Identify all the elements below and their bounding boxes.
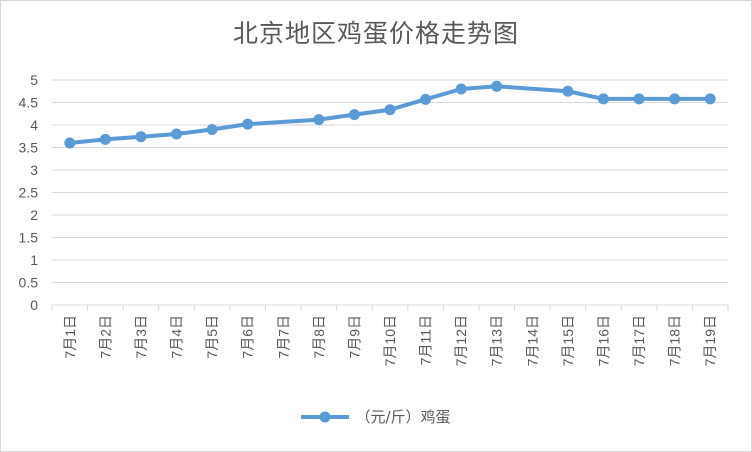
legend-label: （元/斤）鸡蛋 [355, 408, 451, 426]
x-tick-label: 7月2日 [97, 315, 113, 359]
series-layer [64, 80, 716, 149]
data-point [491, 80, 503, 92]
data-point [597, 93, 609, 105]
y-tick-label: 2.5 [19, 185, 39, 201]
x-tick-label: 7月12日 [453, 315, 469, 366]
data-point [313, 114, 325, 126]
x-tick-label: 7月5日 [204, 315, 220, 359]
x-tick-label: 7月14日 [524, 315, 540, 366]
legend: （元/斤）鸡蛋 [0, 406, 752, 427]
x-tick-label: 7月4日 [169, 315, 185, 359]
data-point [242, 118, 254, 130]
x-tick-label: 7月13日 [489, 315, 505, 366]
y-tick-label: 1 [30, 252, 38, 268]
y-tick-label: 4.5 [19, 95, 39, 111]
x-tick-label: 7月19日 [702, 315, 718, 366]
x-tick-label: 7月11日 [418, 315, 434, 365]
data-point [669, 93, 681, 105]
y-tick-label: 4 [30, 117, 38, 133]
x-tick-label: 7月15日 [560, 315, 576, 366]
data-point [135, 131, 147, 143]
data-point [384, 104, 396, 116]
x-tick-label: 7月7日 [275, 315, 291, 359]
gridlines [52, 79, 728, 306]
data-point [206, 124, 218, 135]
y-tick-label: 5 [30, 72, 38, 88]
y-tick-label: 0 [30, 297, 38, 313]
x-tick-label: 7月17日 [631, 315, 647, 366]
y-tick-label: 3.5 [19, 140, 39, 156]
y-tick-label: 1.5 [19, 230, 39, 246]
chart-title: 北京地区鸡蛋价格走势图 [232, 19, 519, 48]
data-point [633, 93, 645, 105]
y-axis-ticks: 0 0.5 1 1.5 2 2.5 3 3.5 4 4.5 5 [19, 72, 39, 313]
x-tick-label: 7月1日 [62, 315, 78, 359]
data-point [704, 93, 716, 105]
x-tick-label: 7月16日 [595, 315, 611, 366]
x-tick-label: 7月18日 [667, 315, 683, 366]
y-tick-label: 3 [30, 162, 38, 178]
y-tick-label: 0.5 [19, 275, 39, 291]
data-point [64, 137, 76, 149]
data-point [420, 93, 432, 105]
x-tick-label: 7月8日 [311, 315, 327, 359]
x-tick-label: 7月10日 [382, 315, 398, 366]
legend-swatch-icon [301, 411, 350, 422]
y-tick-label: 2 [30, 207, 38, 223]
data-point [171, 128, 183, 140]
data-point [562, 85, 574, 97]
x-tick-label: 7月6日 [240, 315, 256, 359]
data-point [455, 83, 467, 95]
x-tick-label: 7月3日 [133, 315, 149, 359]
data-point [348, 109, 360, 121]
x-tick-label: 7月9日 [346, 315, 362, 359]
x-axis-ticks: 7月1日 7月2日 7月3日 7月4日 7月5日 7月6日 7月7日 7月8日 7月9日 7月10… [51, 305, 729, 366]
data-point [99, 133, 111, 145]
